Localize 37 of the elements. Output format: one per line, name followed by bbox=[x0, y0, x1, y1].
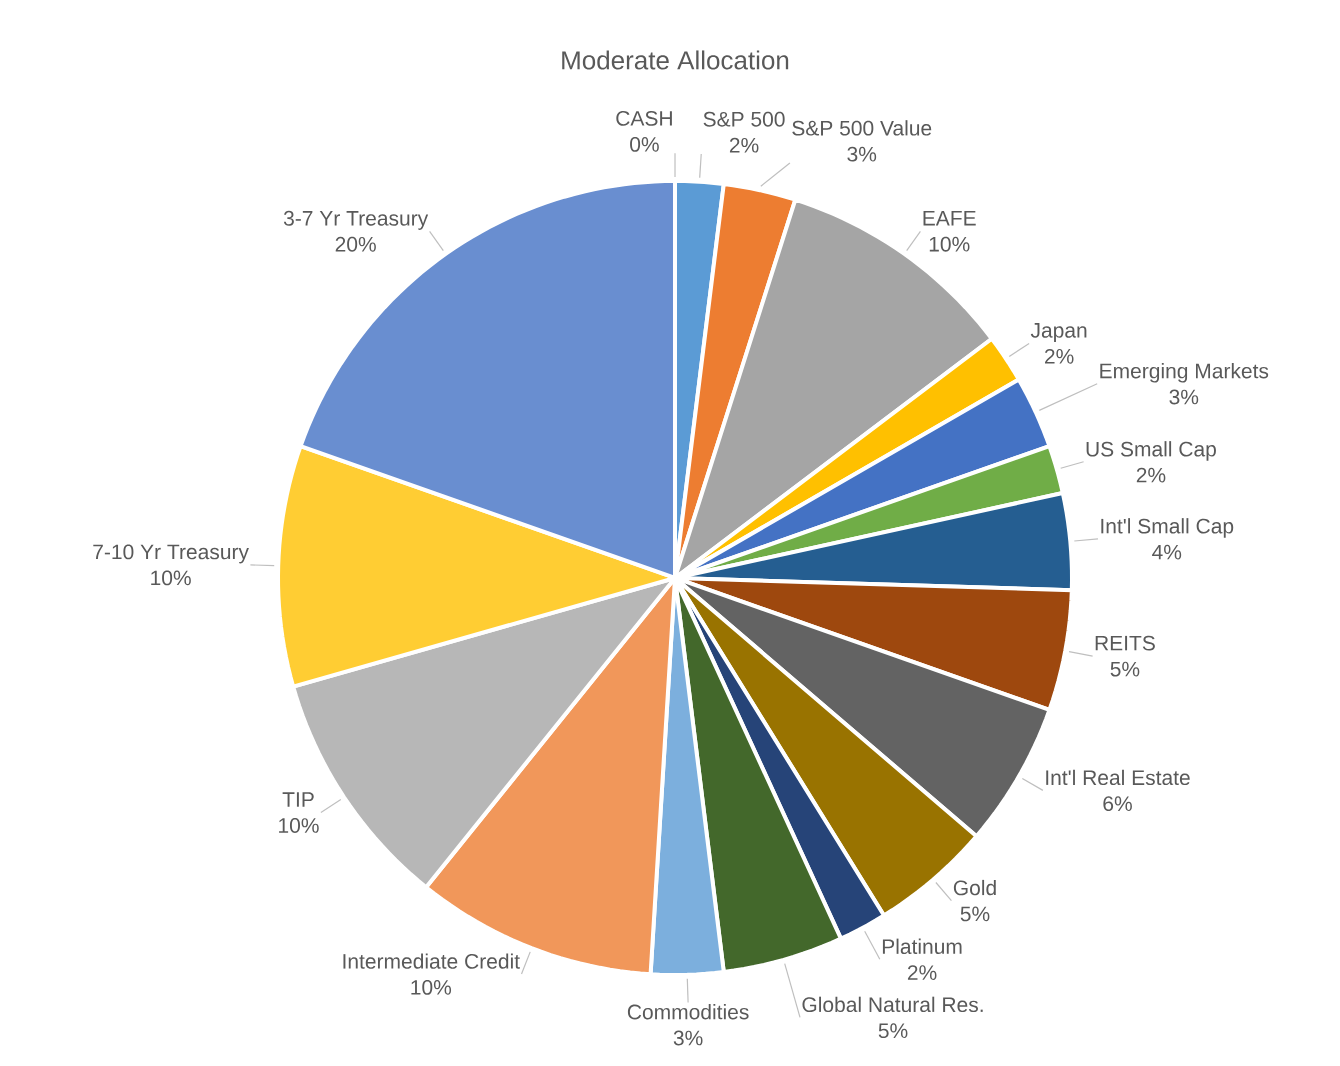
slice-label: Emerging Markets bbox=[1100, 362, 1269, 383]
data-label: 2% bbox=[1136, 467, 1166, 483]
data-label: 6% bbox=[1103, 796, 1132, 812]
slice-label: Global Natural Res. bbox=[802, 996, 983, 1013]
data-label: 2% bbox=[1045, 348, 1074, 364]
slice-label: EAFE bbox=[923, 210, 976, 226]
slice-label: US Small Cap bbox=[1086, 441, 1216, 461]
data-label: 4% bbox=[1152, 544, 1182, 560]
slice-label: 7-10 Yr Treasury bbox=[93, 544, 249, 564]
slice-label: Commodities bbox=[627, 1003, 749, 1020]
slice-label: S&P 500 bbox=[703, 111, 785, 127]
slice-label: Platinum bbox=[882, 938, 962, 955]
data-label: 3% bbox=[847, 146, 877, 162]
data-label: 3% bbox=[673, 1030, 703, 1046]
category-label: CASH bbox=[616, 110, 672, 126]
slice-label: 3-7 Yr Treasury bbox=[283, 210, 429, 230]
slice-label: Intermediate Credit bbox=[343, 953, 520, 969]
slice-label: Gold bbox=[953, 879, 996, 896]
slice-label: Int'l Real Estate bbox=[1046, 769, 1190, 786]
slice-label: S&P 500 Value bbox=[792, 120, 932, 136]
data-label: 5% bbox=[1110, 661, 1140, 677]
data-label: 2% bbox=[907, 965, 937, 980]
text: 0% bbox=[630, 136, 659, 152]
slice-label: REITS bbox=[1095, 635, 1155, 651]
data-label: 10% bbox=[411, 979, 452, 995]
chart-title: Moderate Allocation bbox=[562, 50, 789, 70]
data-label: 5% bbox=[960, 906, 990, 922]
data-label: 3% bbox=[1169, 389, 1199, 405]
data-label: 10% bbox=[151, 570, 191, 586]
data-label: 20% bbox=[335, 236, 376, 252]
slice-label: TIP bbox=[282, 792, 314, 807]
data-label: 10% bbox=[929, 236, 970, 252]
data-label: 2% bbox=[729, 137, 759, 153]
data-label: 10% bbox=[279, 818, 319, 833]
data-label: 5% bbox=[878, 1023, 908, 1039]
slice-label: Int'l Small Cap bbox=[1101, 518, 1234, 538]
slice-label: Japan bbox=[1030, 323, 1087, 342]
